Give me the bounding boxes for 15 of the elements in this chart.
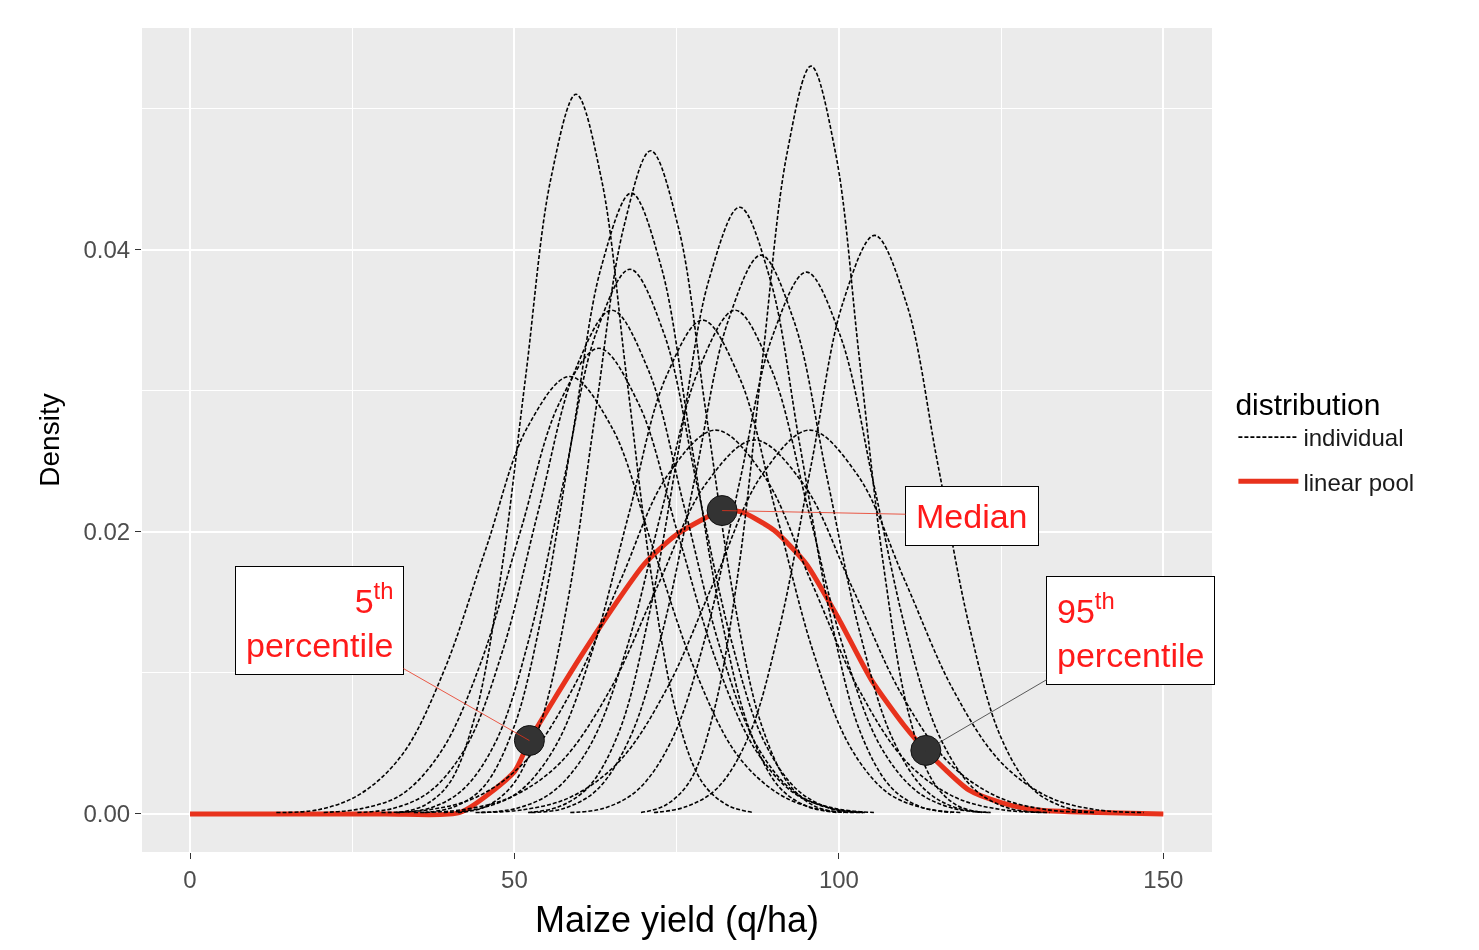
x-tick-label: 0 (183, 865, 197, 893)
y-tick-label: 0.02 (83, 518, 131, 546)
x-tick-label: 100 (818, 865, 859, 893)
x-tick-label: 150 (1143, 865, 1184, 893)
annotation: 95$^{th}$ percentile (1057, 587, 1205, 675)
annotation: 5$^{th}$ percentile (246, 577, 394, 665)
x-axis-title: Maize yield (q/ha) (534, 899, 820, 941)
annotation: Median (916, 497, 1028, 535)
y-tick-label: 0.00 (83, 800, 131, 828)
legend-label: linear pool (1303, 468, 1415, 496)
legend-label: individual (1303, 424, 1404, 452)
y-tick-label: 0.04 (83, 235, 131, 263)
x-tick-label: 50 (501, 865, 528, 893)
y-axis-title: Density (34, 393, 66, 487)
legend-title: distribution (1235, 388, 1381, 421)
